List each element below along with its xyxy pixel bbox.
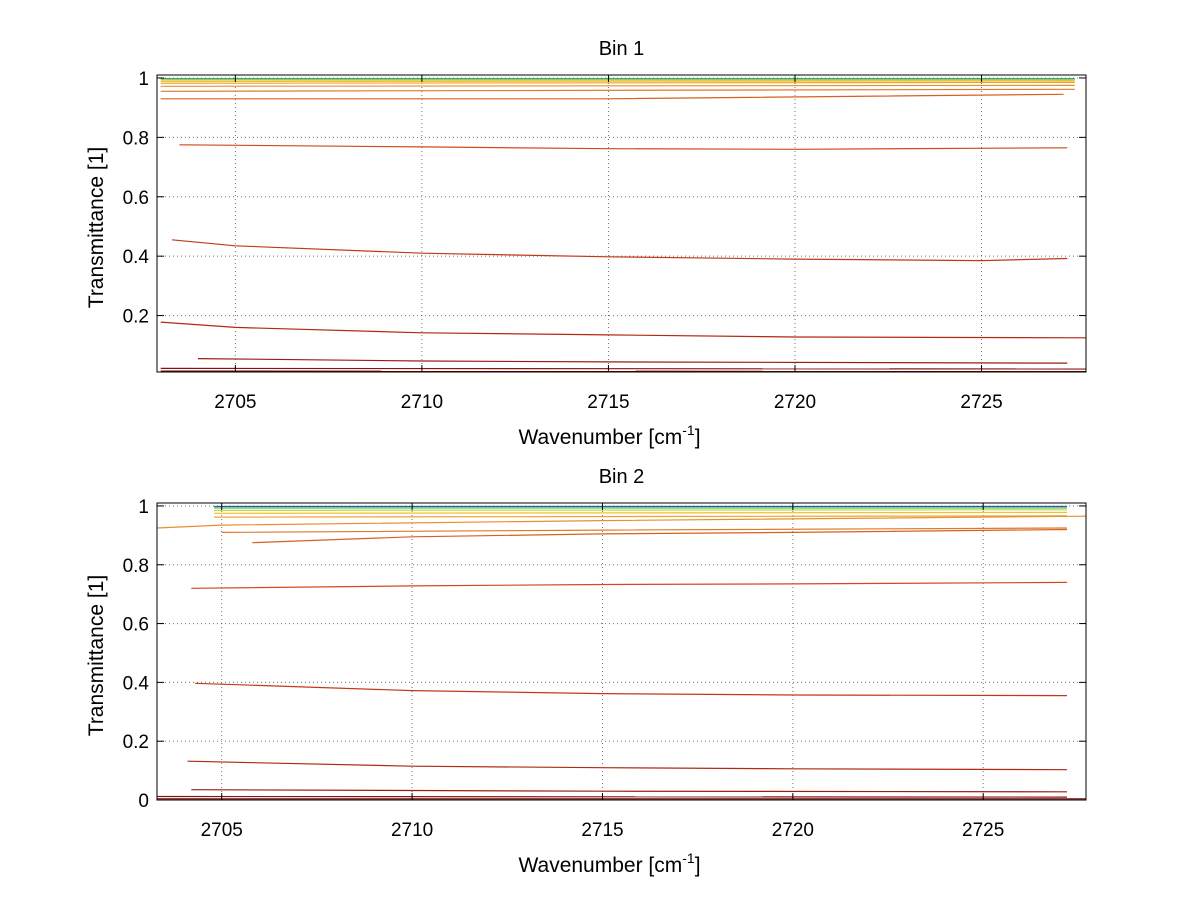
x-tick-label: 2715	[587, 392, 629, 413]
series-line-12	[197, 358, 1068, 364]
series-line-3	[214, 509, 1068, 511]
x-tick-label: 2710	[401, 392, 443, 413]
series-line-5	[160, 81, 1075, 84]
series-line-4	[214, 511, 1068, 514]
x-tick-label: 2725	[960, 392, 1002, 413]
y-axis-label: Transmittance [1]	[85, 147, 108, 308]
series-line-11	[187, 760, 1068, 771]
y-tick-label: 0.2	[123, 732, 149, 753]
x-axis-label: Wavenumber [cm-1]	[518, 422, 700, 449]
y-tick-label: 0.6	[123, 188, 149, 209]
y-axis-label: Transmittance [1]	[85, 575, 108, 736]
chart-title: Bin 2	[599, 466, 645, 488]
series-line-13	[156, 795, 1068, 798]
axes-frame	[156, 74, 1087, 373]
series-line-13	[160, 367, 1087, 370]
x-tick-label: 2705	[214, 392, 256, 413]
series-line-7	[221, 527, 1068, 534]
y-tick-label: 0.8	[123, 556, 149, 577]
series-line-7	[160, 88, 1075, 92]
y-tick-label: 0	[138, 791, 149, 812]
x-tick-label: 2725	[962, 820, 1004, 841]
y-tick-label: 1	[138, 69, 149, 90]
series-line-10	[195, 682, 1068, 697]
series-line-4	[160, 80, 1075, 83]
y-tick-label: 0.6	[123, 615, 149, 636]
series-line-10	[171, 239, 1068, 262]
x-tick-label: 2715	[581, 820, 623, 841]
x-tick-label: 2720	[772, 820, 814, 841]
series-line-8	[252, 528, 1068, 544]
y-tick-label: 1	[138, 497, 149, 518]
series-line-6	[156, 515, 1087, 529]
y-tick-label: 0.2	[123, 307, 149, 328]
y-tick-label: 0.4	[123, 673, 150, 694]
chart-title: Bin 1	[599, 38, 645, 60]
subplot-bin-1: 2705 2710 2715 2720 2725 0.2 0.4 0.6 0.8 1 Bin 1 Wa…	[85, 38, 1087, 449]
series-line-5	[214, 515, 1068, 518]
x-axis-label: Wavenumber [cm-1]	[518, 850, 700, 877]
subplot-bin-2: 2705 2710 2715 2720 2725 0 0.2 0.4 0.6 0.8 1 Bin 2 W…	[85, 466, 1087, 877]
y-tick-label: 0.4	[123, 247, 150, 268]
x-tick-label: 2710	[391, 820, 433, 841]
x-tick-label: 2705	[201, 820, 243, 841]
series-line-6	[160, 84, 1075, 87]
axes-frame	[156, 502, 1087, 801]
series-line-8	[160, 93, 1064, 100]
series-line-12	[191, 789, 1068, 793]
series-line-9	[179, 144, 1068, 150]
x-tick-label: 2720	[774, 392, 816, 413]
series-line-11	[160, 321, 1087, 339]
series-line-9	[191, 581, 1068, 589]
y-tick-label: 0.8	[123, 128, 149, 149]
